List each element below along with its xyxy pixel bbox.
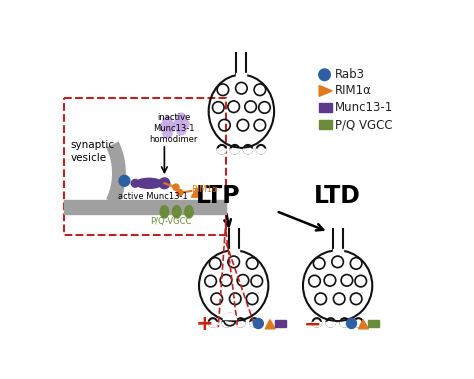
Wedge shape bbox=[326, 323, 335, 327]
FancyBboxPatch shape bbox=[319, 103, 332, 112]
FancyBboxPatch shape bbox=[368, 320, 379, 327]
Text: inactive
Munc13-1
homodimer: inactive Munc13-1 homodimer bbox=[149, 113, 198, 144]
Polygon shape bbox=[358, 319, 368, 329]
Text: +: + bbox=[196, 314, 213, 334]
Text: −: − bbox=[304, 314, 322, 334]
Circle shape bbox=[159, 178, 170, 189]
Polygon shape bbox=[319, 86, 332, 96]
Wedge shape bbox=[223, 313, 237, 319]
Circle shape bbox=[160, 122, 169, 132]
Circle shape bbox=[131, 180, 139, 187]
FancyBboxPatch shape bbox=[275, 320, 286, 327]
Circle shape bbox=[346, 318, 356, 329]
Polygon shape bbox=[106, 141, 126, 205]
Circle shape bbox=[173, 119, 183, 128]
Wedge shape bbox=[312, 323, 321, 327]
Wedge shape bbox=[230, 149, 239, 154]
Wedge shape bbox=[217, 149, 227, 154]
Circle shape bbox=[177, 113, 186, 122]
Circle shape bbox=[180, 119, 189, 128]
Circle shape bbox=[177, 125, 186, 135]
Text: P/Q-VGCC: P/Q-VGCC bbox=[151, 216, 192, 226]
Circle shape bbox=[173, 184, 179, 190]
Wedge shape bbox=[256, 149, 265, 154]
Circle shape bbox=[319, 69, 330, 80]
Text: Rab3: Rab3 bbox=[335, 68, 365, 81]
Wedge shape bbox=[354, 323, 363, 327]
Wedge shape bbox=[208, 323, 218, 327]
Text: LTD: LTD bbox=[314, 184, 361, 208]
Ellipse shape bbox=[185, 206, 193, 218]
Circle shape bbox=[166, 122, 175, 132]
Circle shape bbox=[163, 116, 172, 125]
Text: P/Q VGCC: P/Q VGCC bbox=[335, 118, 393, 131]
Circle shape bbox=[163, 128, 172, 138]
Wedge shape bbox=[222, 323, 231, 327]
Text: synaptic
vesicle: synaptic vesicle bbox=[71, 140, 115, 163]
Polygon shape bbox=[191, 188, 202, 197]
Circle shape bbox=[119, 175, 130, 186]
Text: LTP: LTP bbox=[196, 184, 241, 208]
Text: RIM1α: RIM1α bbox=[335, 85, 372, 97]
Wedge shape bbox=[243, 149, 253, 154]
Wedge shape bbox=[236, 323, 245, 327]
Circle shape bbox=[177, 190, 183, 196]
Text: RIM1α: RIM1α bbox=[191, 185, 218, 194]
FancyBboxPatch shape bbox=[319, 120, 332, 128]
FancyBboxPatch shape bbox=[64, 98, 226, 235]
Ellipse shape bbox=[160, 206, 169, 218]
Circle shape bbox=[253, 318, 264, 329]
Wedge shape bbox=[250, 323, 259, 327]
Ellipse shape bbox=[173, 206, 181, 218]
Polygon shape bbox=[265, 319, 275, 329]
Ellipse shape bbox=[136, 178, 163, 188]
Wedge shape bbox=[340, 323, 349, 327]
Text: active Munc13-1: active Munc13-1 bbox=[118, 192, 188, 201]
Text: Munc13-1: Munc13-1 bbox=[335, 101, 393, 114]
